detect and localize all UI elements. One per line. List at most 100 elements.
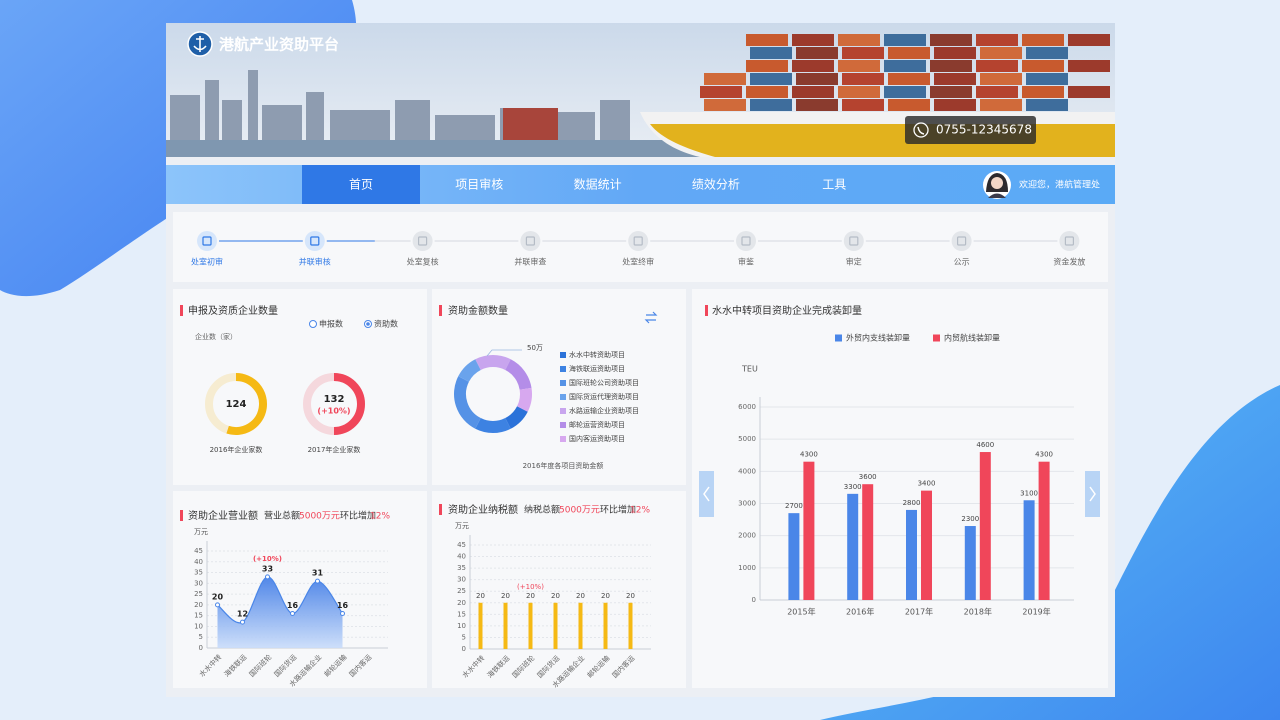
swap-icon[interactable]	[644, 311, 658, 324]
x-tick-label: 2017年	[905, 607, 933, 617]
bar	[578, 602, 583, 649]
step-glyph	[633, 236, 643, 246]
phone-number: 0755-12345678	[936, 123, 1032, 137]
bar-value-label: 2300	[961, 515, 979, 523]
container	[842, 73, 884, 85]
container	[746, 86, 788, 98]
container	[838, 34, 880, 46]
building	[248, 70, 258, 140]
point-label: 20	[212, 592, 224, 601]
radio-label: 申报数	[319, 319, 343, 329]
summary-value: 12%	[630, 506, 650, 516]
legend-swatch	[560, 422, 566, 428]
point	[265, 574, 270, 580]
axis-label: TEU	[741, 365, 758, 374]
container	[1068, 34, 1110, 46]
next-arrow[interactable]	[1085, 471, 1100, 517]
nav-item[interactable]: 工具	[822, 178, 846, 192]
container	[980, 99, 1022, 111]
step-icon	[197, 231, 217, 251]
step-icon	[412, 231, 433, 251]
container	[934, 73, 976, 85]
container	[1068, 60, 1110, 72]
step-label: 处室初审	[191, 257, 223, 267]
nav-item[interactable]: 绩效分析	[692, 177, 740, 192]
bar-value-label: 3300	[844, 483, 862, 491]
y-tick-label: 10	[194, 622, 203, 630]
legend-label: 水路运输企业资助项目	[569, 406, 639, 415]
bar-value-label: 20	[476, 592, 485, 600]
nav: 首页 项目审核 数据统计 绩效分析 工具	[302, 165, 846, 204]
container	[750, 73, 792, 85]
card-title: 资助企业营业额	[188, 509, 258, 522]
nav-item[interactable]: 数据统计	[574, 177, 622, 192]
container	[792, 60, 834, 72]
bar	[788, 513, 800, 600]
area	[217, 576, 343, 648]
decor-blob	[820, 385, 1280, 720]
radio-dot	[366, 322, 370, 326]
radio-label: 资助数	[374, 319, 398, 329]
bar	[906, 509, 917, 600]
building	[435, 115, 495, 140]
bar	[628, 602, 633, 649]
card-title: 资助企业纳税额	[448, 503, 518, 516]
annotation: (+10%)	[317, 407, 350, 416]
building	[395, 100, 430, 140]
y-tick-label: 30	[457, 576, 466, 584]
container	[700, 86, 742, 98]
legend-label: 海铁联运资助项目	[569, 364, 625, 373]
bar	[803, 461, 815, 600]
legend-swatch	[560, 394, 566, 400]
step-glyph	[310, 236, 320, 246]
step-label: 审定	[846, 257, 862, 267]
container	[884, 86, 926, 98]
donut-segment	[475, 417, 511, 433]
prev-arrow-icon	[703, 486, 710, 502]
chart-caption: 2016年度各项目资助金额	[523, 461, 604, 470]
container	[930, 60, 972, 72]
container	[704, 99, 746, 111]
y-tick-label: 30	[194, 579, 203, 587]
ring-value: 132	[324, 394, 345, 405]
avatar-body	[988, 193, 1006, 198]
bar-value-label: 20	[551, 592, 560, 600]
annotation: (+10%)	[517, 583, 544, 591]
avatar-face	[991, 177, 1003, 189]
legend-swatch	[835, 334, 842, 342]
container	[976, 86, 1018, 98]
nav-item[interactable]: 项目审核	[455, 177, 503, 192]
point	[240, 619, 245, 625]
annotation-leader	[486, 349, 522, 357]
bar-value-label: 20	[576, 592, 585, 600]
point	[290, 611, 295, 617]
container	[792, 86, 834, 98]
container	[750, 99, 792, 111]
y-tick-label: 5	[199, 633, 203, 641]
summary-label: 环比增加	[340, 510, 376, 522]
step-icon	[736, 231, 756, 251]
donut-segment	[475, 355, 511, 371]
card	[173, 289, 427, 485]
y-tick-label: 20	[457, 599, 466, 607]
container	[838, 86, 880, 98]
step-label: 处室复核	[407, 257, 439, 267]
container	[792, 34, 834, 46]
legend-swatch	[560, 408, 566, 414]
step-icon	[843, 231, 864, 251]
radio[interactable]	[309, 320, 317, 328]
y-tick-label: 0	[199, 644, 203, 652]
bar	[553, 602, 558, 649]
card	[173, 491, 427, 688]
x-tick-label: 2016年	[846, 607, 874, 617]
prev-arrow[interactable]	[699, 471, 714, 517]
step-icon	[628, 231, 649, 251]
summary-label: 环比增加	[600, 504, 636, 516]
nav-item[interactable]: 首页	[349, 178, 373, 192]
title-marker	[705, 305, 708, 316]
y-tick-label: 5000	[738, 435, 756, 443]
bar	[921, 490, 932, 600]
bar	[862, 484, 874, 600]
summary-value: 5000万元	[559, 506, 600, 516]
bar	[1023, 500, 1035, 600]
